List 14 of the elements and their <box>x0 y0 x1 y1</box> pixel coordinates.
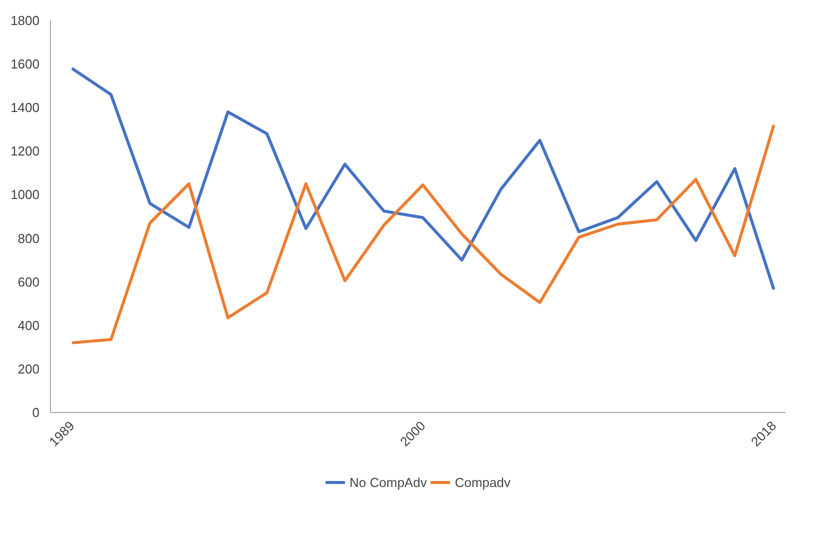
y-tick-label: 1800 <box>10 13 40 28</box>
y-tick-label: 1000 <box>10 187 40 202</box>
line-series <box>70 124 776 344</box>
y-tick-label: 200 <box>18 361 40 376</box>
legend-label: Compadv <box>454 474 510 490</box>
y-tick-label: 400 <box>18 318 40 333</box>
line-series <box>70 66 776 291</box>
legend-label: No CompAdv <box>350 474 427 490</box>
y-tick-label: 1600 <box>10 56 40 72</box>
y-tick-label: 1400 <box>10 100 40 116</box>
y-tick-label: 0 <box>32 405 40 420</box>
y-tick-label: 1200 <box>10 144 40 159</box>
y-tick-label: 800 <box>18 230 40 246</box>
y-tick-label: 600 <box>18 274 40 290</box>
